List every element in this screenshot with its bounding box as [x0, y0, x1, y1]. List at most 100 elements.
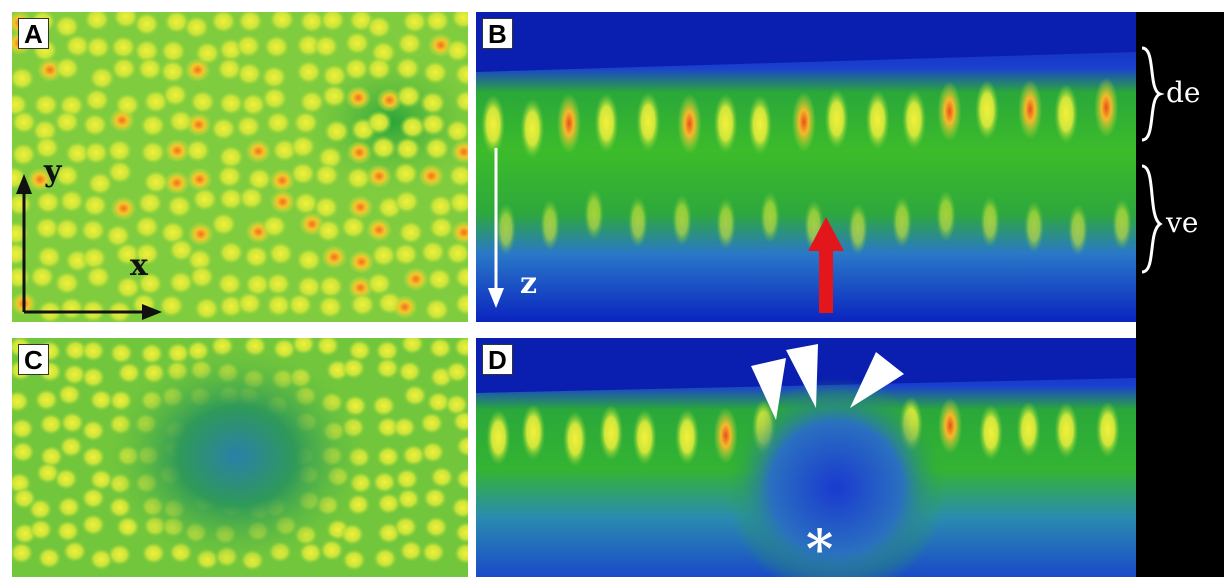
cell-blob [89, 548, 114, 571]
cell-blob [292, 110, 319, 135]
cell-blob [133, 214, 160, 239]
cell-blob [265, 110, 292, 135]
axis-x-label: x [130, 248, 148, 283]
cell-blob [393, 515, 418, 538]
nucleus-blob [865, 90, 890, 151]
cell-blob [317, 274, 344, 299]
cell-blob [424, 516, 449, 539]
cell-blob [298, 89, 325, 114]
cell-blob [133, 12, 160, 37]
cell-blob [12, 110, 37, 135]
cell-blob [34, 135, 61, 160]
cell-blob [83, 87, 110, 112]
cell-blob [395, 84, 422, 109]
cell-blob [237, 12, 264, 34]
xy-axes-arrows [16, 174, 162, 320]
cell-blob [366, 164, 393, 189]
cell-blob [12, 390, 30, 413]
nucleus-blob [978, 404, 1003, 461]
panel-d-label: D [482, 344, 513, 375]
cell-blob [81, 446, 106, 469]
cell-blob [108, 108, 135, 133]
nucleus-blob [892, 195, 912, 248]
cell-blob [313, 195, 340, 220]
cell-blob [376, 492, 401, 515]
cell-blob [12, 417, 35, 440]
cell-blob [62, 540, 87, 563]
cell-blob [158, 293, 185, 318]
cell-blob [321, 63, 348, 88]
panel-b-heatmap [476, 12, 1136, 322]
cell-blob [452, 410, 468, 433]
cell-blob [167, 270, 194, 295]
cell-blob [392, 416, 417, 439]
panel-b-xz-section: B z [476, 12, 1136, 322]
cell-blob [35, 461, 60, 484]
cell-blob [107, 543, 132, 566]
cell-blob [110, 35, 137, 60]
panel-a-label: A [18, 18, 49, 49]
cell-blob [141, 542, 166, 565]
brace-icons [1141, 46, 1165, 274]
cell-blob [80, 218, 107, 243]
nucleus-blob [521, 403, 546, 460]
cell-blob [370, 135, 397, 160]
cell-blob [261, 214, 288, 239]
cell-blob [245, 139, 272, 164]
cell-blob [164, 138, 191, 163]
cell-blob [444, 393, 468, 416]
cell-blob [263, 34, 290, 59]
nucleus-blob [937, 81, 962, 142]
cell-blob [58, 296, 85, 321]
cell-blob [186, 167, 213, 192]
cell-blob [210, 12, 237, 34]
cell-blob [160, 39, 187, 64]
cell-blob [81, 513, 106, 536]
cell-blob [269, 189, 296, 214]
cell-blob [428, 215, 455, 240]
nucleus-blob [936, 189, 956, 242]
cell-blob [218, 91, 245, 116]
cell-blob [349, 292, 376, 317]
cell-blob [399, 539, 424, 562]
cell-blob [423, 136, 450, 161]
cell-blob [402, 384, 427, 407]
cell-blob [347, 195, 374, 220]
cell-blob [419, 239, 446, 264]
cell-blob [444, 119, 468, 144]
cell-blob [269, 168, 296, 193]
nucleus-blob [1068, 203, 1088, 256]
cell-blob [218, 186, 245, 211]
cell-blob [27, 167, 54, 192]
cell-blob [344, 31, 371, 56]
cell-blob [35, 190, 62, 215]
cell-blob [399, 115, 426, 140]
cell-blob [54, 271, 81, 296]
cell-blob [187, 222, 214, 247]
cell-blob [319, 12, 346, 32]
cell-blob [366, 271, 393, 296]
cell-blob [396, 488, 421, 511]
cell-blob [218, 240, 245, 265]
cell-blob [29, 264, 56, 289]
cell-blob [163, 12, 190, 34]
nucleus-blob [584, 188, 604, 241]
cell-blob [32, 92, 59, 117]
cell-blob [345, 85, 372, 110]
nucleus-blob [848, 202, 868, 255]
cell-blob [261, 65, 288, 90]
cell-blob [454, 521, 468, 544]
cell-blob [114, 242, 141, 267]
cell-blob [455, 467, 468, 490]
cell-blob [81, 366, 106, 389]
cell-blob [370, 243, 397, 268]
cell-blob [112, 12, 139, 29]
cell-blob [83, 140, 110, 165]
cell-blob [402, 267, 429, 292]
cell-blob [453, 338, 468, 359]
z-axis-arrow [488, 148, 504, 308]
cell-blob [454, 542, 468, 565]
cell-blob [89, 468, 114, 491]
cell-blob [419, 412, 444, 435]
nucleus-blob [713, 93, 738, 154]
